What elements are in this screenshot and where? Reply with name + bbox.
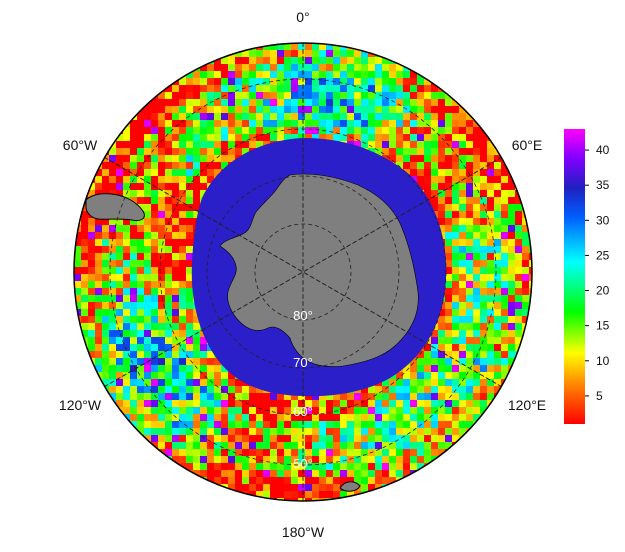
colorbar-tick-label: 10 (596, 354, 610, 368)
colorbar-tick-label: 40 (596, 143, 610, 157)
colorbar-tick-label: 15 (596, 319, 610, 333)
lat-label-60: 60° (293, 404, 313, 419)
colorbar-scale (564, 129, 585, 424)
islands (339, 481, 361, 492)
longitude-labels: 0° 60°W 60°E 120°W 120°E 180°W (59, 9, 546, 540)
lat-label-80: 80° (293, 308, 313, 323)
lon-label-0: 0° (296, 9, 309, 25)
lon-label-120w: 120°W (59, 397, 102, 413)
latitude-labels: 80° 70° 60° 50° (293, 308, 313, 471)
colorbar-tick-label: 5 (596, 389, 603, 403)
lon-label-180w: 180°W (282, 524, 325, 540)
graticule (104, 43, 502, 501)
south-america-tip (85, 193, 145, 222)
colorbar: 5 10 15 20 25 30 35 40 (564, 129, 610, 424)
data-field (74, 43, 532, 501)
lat-label-70: 70° (293, 355, 313, 370)
colorbar-tick-label: 35 (596, 178, 610, 192)
lat-label-50: 50° (293, 456, 313, 471)
lon-label-60w: 60°W (63, 137, 98, 153)
colorbar-tick-label: 25 (596, 248, 610, 262)
colorbar-ticks: 5 10 15 20 25 30 35 40 (585, 143, 610, 403)
colorbar-tick-label: 20 (596, 284, 610, 298)
lon-label-60e: 60°E (512, 137, 543, 153)
lon-label-120e: 120°E (508, 397, 546, 413)
map-border (73, 42, 533, 502)
colorbar-tick-label: 30 (596, 213, 610, 227)
antarctica-landmass (219, 173, 419, 367)
